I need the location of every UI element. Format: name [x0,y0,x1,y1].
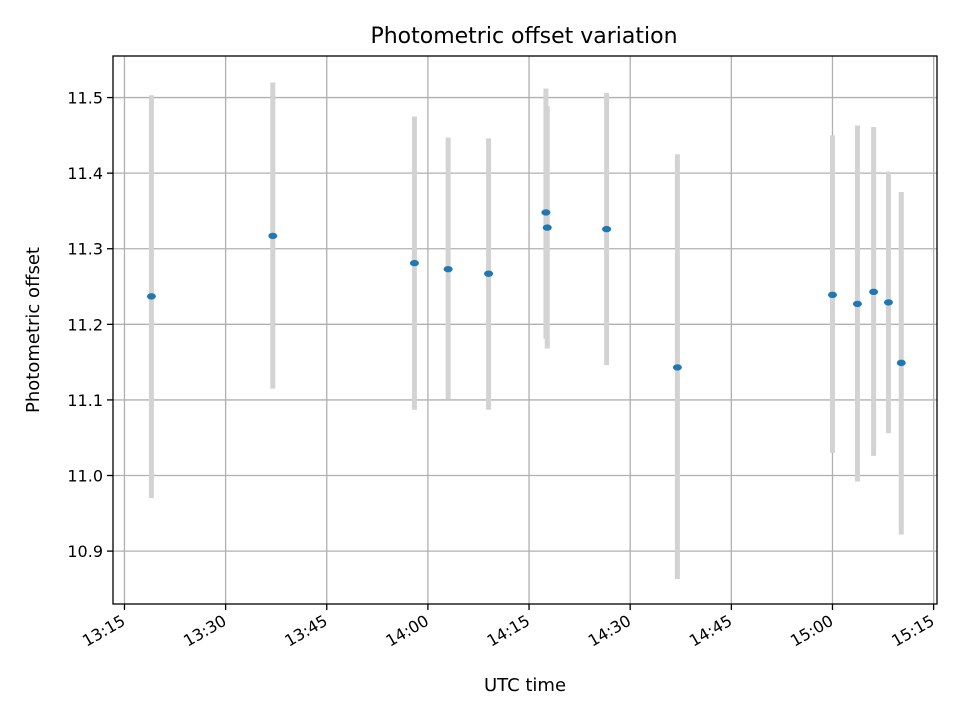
x-tick-label: 13:45 [281,611,330,651]
data-point [541,209,551,216]
x-tick-label: 14:30 [585,611,634,651]
x-tick-label: 14:15 [484,611,533,651]
x-tick-label: 14:00 [382,611,431,651]
plot-frame [112,55,938,605]
data-point [869,288,879,296]
y-tick-label: 11.2 [67,315,103,334]
data-point [146,293,156,300]
x-tick-label: 15:15 [888,611,937,651]
y-axis-ticks: 10.9 11.0 11.1 11.2 11.3 11.4 11.5 [67,89,113,561]
y-tick-label: 11.1 [67,391,103,410]
x-tick-label: 15:00 [787,611,836,651]
x-tick-label: 14:45 [686,611,735,651]
data-point [409,259,419,267]
y-tick-label: 11.4 [67,164,103,183]
data-points [146,209,906,371]
data-point [827,291,837,299]
grid [113,56,937,604]
y-tick-label: 11.5 [67,89,103,108]
y-tick-label: 11.3 [67,240,103,259]
y-axis-label: Photometric offset [23,247,44,413]
x-tick-label: 13:15 [79,611,128,651]
x-tick-label: 13:30 [180,611,229,651]
data-point [484,270,494,277]
data-point [443,265,453,273]
data-point [602,225,612,233]
y-tick-label: 11.0 [67,467,103,486]
data-point [542,224,552,231]
x-axis-ticks: 13:15 13:30 13:45 14:00 14:15 14:30 14:45 15:00… [79,604,938,651]
data-point [672,364,682,371]
chart-title: Photometric offset variation [370,24,677,49]
data-point [896,359,906,367]
y-tick-label: 10.9 [67,542,103,561]
data-point [268,232,278,240]
x-axis-label: UTC time [484,675,566,696]
errorbars [148,82,904,580]
data-point [883,299,893,306]
data-point [852,300,862,308]
